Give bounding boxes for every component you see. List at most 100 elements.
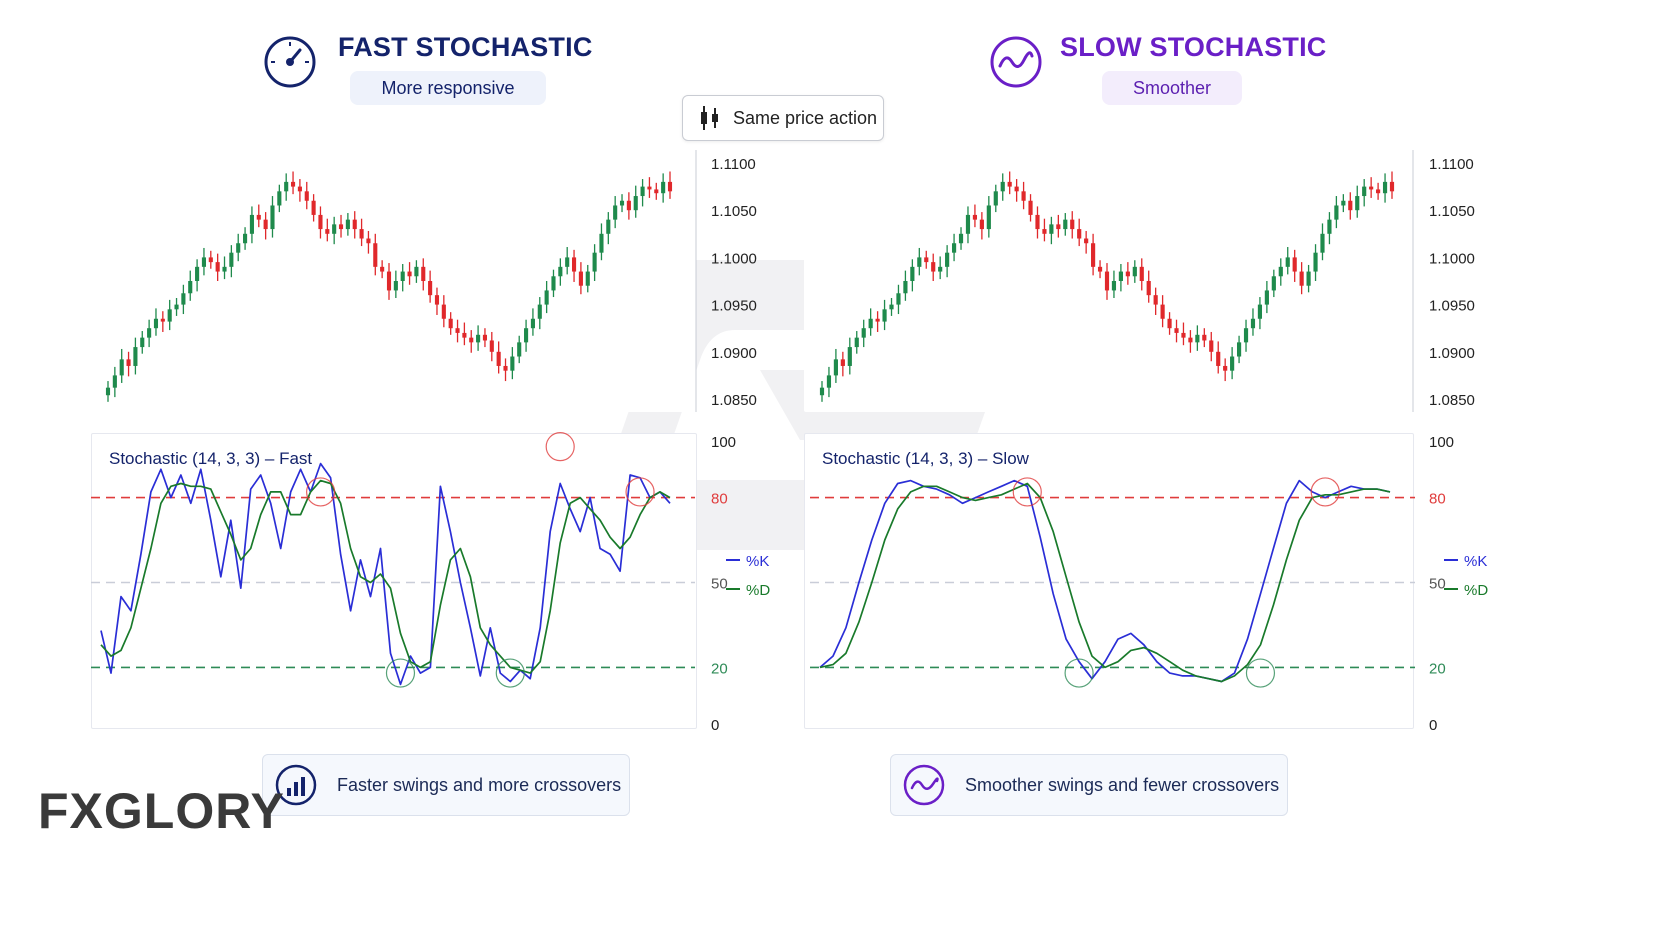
candle bbox=[311, 200, 316, 215]
candle bbox=[421, 266, 426, 281]
candle bbox=[1111, 281, 1117, 291]
fast-stochastic-tick-label: 50 bbox=[711, 576, 728, 593]
candle bbox=[208, 257, 213, 263]
candle bbox=[951, 243, 957, 253]
candle bbox=[1049, 224, 1054, 234]
candle bbox=[558, 266, 563, 277]
candle bbox=[249, 214, 254, 234]
candle bbox=[181, 293, 186, 305]
candle bbox=[903, 281, 908, 294]
candle bbox=[1028, 200, 1033, 215]
candle bbox=[1278, 266, 1283, 277]
candle bbox=[1160, 304, 1165, 319]
oversold-crossover-marker bbox=[495, 658, 525, 688]
gauge-icon bbox=[264, 36, 316, 88]
slow-price-tick-label: 1.1050 bbox=[1429, 203, 1475, 220]
bar-chart-icon bbox=[275, 764, 317, 806]
overbought-crossover-marker bbox=[625, 477, 655, 507]
fast-stochastic-tick-label: 100 bbox=[711, 434, 736, 451]
candle bbox=[195, 266, 200, 281]
candle bbox=[896, 293, 901, 305]
overbought-crossover-marker bbox=[1012, 477, 1042, 507]
candle bbox=[489, 340, 494, 352]
candle bbox=[1341, 200, 1346, 206]
candle bbox=[338, 224, 344, 230]
fast-title: FAST STOCHASTIC bbox=[338, 32, 593, 62]
candle bbox=[1091, 243, 1096, 267]
candle bbox=[1146, 281, 1151, 296]
candle bbox=[1000, 181, 1005, 192]
candle bbox=[1167, 318, 1172, 329]
candle bbox=[1362, 186, 1367, 197]
fast-price-tick-label: 1.1000 bbox=[711, 250, 757, 267]
overbought-crossover-marker bbox=[545, 432, 575, 462]
candle bbox=[201, 257, 207, 267]
brand-logo: FXGLORY bbox=[38, 783, 285, 839]
candle bbox=[1299, 271, 1304, 286]
oversold-crossover-marker bbox=[1245, 658, 1276, 688]
candle bbox=[1153, 295, 1158, 305]
candle bbox=[1181, 332, 1186, 338]
candle bbox=[544, 290, 549, 305]
candle bbox=[407, 271, 412, 277]
slow-price-tick-label: 1.0950 bbox=[1429, 298, 1475, 315]
candle bbox=[1014, 186, 1019, 192]
candle bbox=[626, 200, 631, 211]
candle bbox=[105, 387, 111, 396]
fast-stoch-panel bbox=[91, 433, 697, 729]
candle bbox=[1327, 219, 1332, 234]
fast-subtitle-badge: More responsive bbox=[350, 71, 546, 105]
candle bbox=[229, 252, 234, 267]
candle bbox=[373, 243, 378, 267]
candle bbox=[352, 219, 357, 230]
candle bbox=[958, 233, 964, 244]
candle bbox=[585, 271, 590, 286]
wave-icon bbox=[903, 764, 945, 806]
slow-indicator-label: Stochastic (14, 3, 3) – Slow bbox=[822, 449, 1029, 468]
candle bbox=[1202, 334, 1207, 341]
legend-k-label: %K bbox=[746, 553, 769, 570]
candle bbox=[496, 351, 501, 366]
candle bbox=[243, 233, 248, 244]
candle bbox=[979, 219, 984, 230]
fast-footer-card: Faster swings and more crossovers bbox=[262, 754, 630, 816]
candle bbox=[619, 200, 625, 206]
candle bbox=[530, 318, 535, 329]
candle bbox=[1313, 252, 1318, 272]
fast-price-tick-label: 1.1050 bbox=[711, 203, 757, 220]
slow-stochastic-tick-label: 20 bbox=[1429, 660, 1446, 677]
candle bbox=[819, 387, 825, 396]
fast-stochastic-tick-label: 80 bbox=[711, 491, 728, 508]
candle bbox=[400, 271, 405, 281]
candle bbox=[565, 257, 570, 267]
candle bbox=[1195, 334, 1200, 343]
candle bbox=[924, 257, 929, 263]
candle bbox=[393, 281, 398, 291]
candle bbox=[667, 181, 673, 192]
candle bbox=[868, 318, 873, 329]
fast-footer-text: Faster swings and more crossovers bbox=[337, 774, 622, 795]
fast-price-tick-label: 1.0900 bbox=[711, 345, 757, 362]
candle bbox=[297, 186, 302, 192]
overbought-crossover-marker bbox=[1310, 477, 1340, 507]
candle bbox=[1236, 342, 1242, 357]
fast-stochastic-tick-label: 0 bbox=[711, 717, 719, 734]
candle bbox=[290, 181, 296, 187]
candle bbox=[1070, 219, 1075, 230]
candle bbox=[1216, 351, 1221, 366]
candle bbox=[359, 229, 364, 239]
overbought-crossover-marker bbox=[306, 477, 336, 507]
candle bbox=[517, 342, 522, 357]
candle bbox=[455, 328, 460, 333]
slow-price-tick-label: 1.0850 bbox=[1429, 392, 1475, 409]
candle bbox=[938, 266, 943, 272]
candle bbox=[476, 334, 481, 343]
candle bbox=[448, 318, 453, 329]
slow-stochastic-tick-label: 0 bbox=[1429, 717, 1437, 734]
candle bbox=[1348, 200, 1353, 211]
legend-k-label: %K bbox=[1464, 553, 1487, 570]
candle bbox=[1271, 276, 1276, 291]
slow-price-tick-label: 1.1100 bbox=[1429, 156, 1474, 173]
candle bbox=[1084, 238, 1089, 244]
candle bbox=[345, 219, 350, 230]
